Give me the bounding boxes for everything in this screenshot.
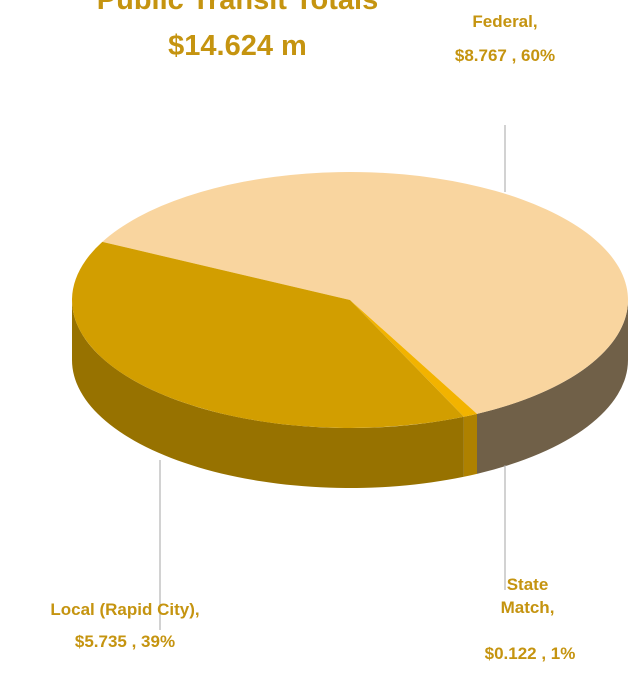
pie-side (463, 413, 477, 477)
pie-slice (350, 300, 477, 417)
data-label-value: $8.767 , 60% (454, 46, 556, 65)
data-label-value: $5.735 , 39% (74, 632, 176, 651)
pie-side (72, 300, 464, 489)
data-label-category: Local (Rapid City), (50, 600, 200, 619)
chart-subtitle: $14.624 m (168, 30, 307, 62)
pie-slice (102, 171, 629, 414)
pie-side (476, 300, 628, 474)
data-label-category: Federal, (472, 12, 538, 31)
pie-slice (71, 241, 464, 428)
data-label-category: State Match, (500, 575, 555, 617)
data-label-value: $0.122 , 1% (484, 644, 576, 663)
chart-title: Public Transit Totals (96, 0, 379, 16)
